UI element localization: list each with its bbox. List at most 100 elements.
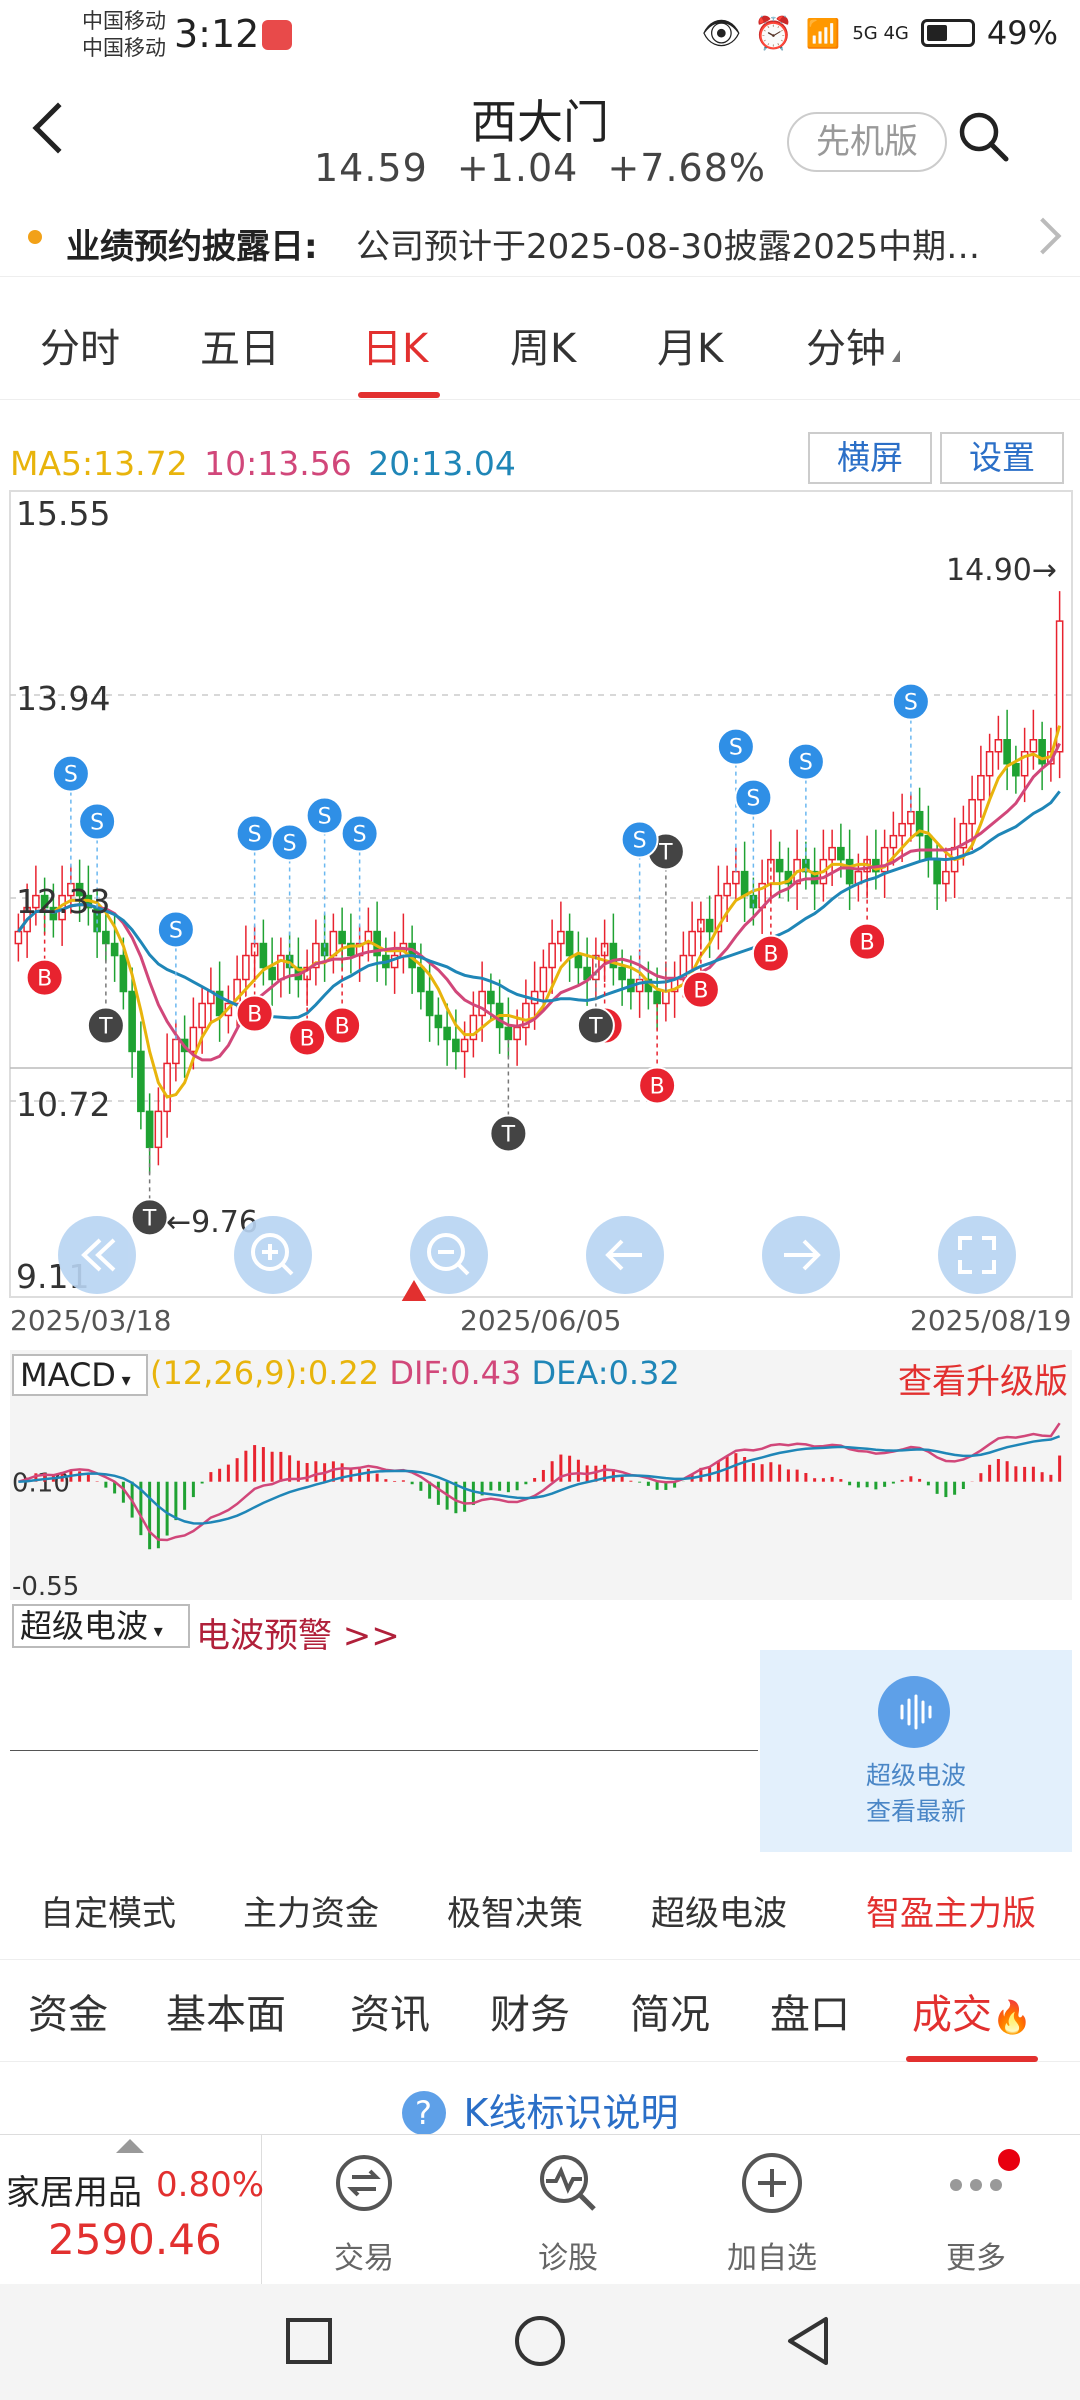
mode-zhiying[interactable]: 智盈主力版 — [866, 1894, 1036, 1934]
signal-s-marker[interactable] — [734, 778, 773, 817]
recents-icon[interactable] — [286, 2318, 332, 2364]
signal-b-marker[interactable] — [25, 958, 64, 997]
tab-trades[interactable]: 成交🔥 — [912, 1982, 1032, 2040]
landscape-button[interactable]: 横屏 — [808, 432, 932, 484]
signal-s-marker[interactable] — [235, 814, 274, 853]
tab-profile[interactable]: 简况 — [630, 1992, 710, 2038]
signal-label: S — [904, 691, 918, 716]
tab-news[interactable]: 资讯 — [350, 1992, 430, 2038]
sector-index[interactable]: 家居用品 0.80% 2590.46 — [0, 2135, 265, 2285]
trade-button[interactable]: 交易 — [262, 2135, 466, 2285]
signal-s-marker[interactable] — [891, 682, 930, 721]
ma20-line — [17, 790, 1061, 1020]
xianji-button[interactable]: 先机版 — [787, 112, 947, 172]
signal-label: T — [501, 1122, 516, 1147]
candle-body — [705, 918, 714, 933]
signal-t-marker[interactable] — [86, 1006, 125, 1045]
signal-s-marker[interactable] — [620, 820, 659, 859]
high-value: 14.90 — [946, 553, 1032, 588]
tab-fenzhong[interactable]: 分钟 — [806, 316, 900, 374]
candles — [14, 591, 1064, 1174]
macd-values: (12,26,9):0.22 DIF:0.43 DEA:0.32 — [150, 1354, 680, 1392]
add-watchlist-button[interactable]: 加自选 — [670, 2135, 874, 2285]
zoom-in-button[interactable] — [234, 1216, 312, 1294]
signal-b-marker[interactable] — [323, 1006, 362, 1045]
divider — [10, 1750, 758, 1751]
macd-indicator-select[interactable]: MACD ▾ — [12, 1354, 148, 1396]
diagnose-button[interactable]: 诊股 — [466, 2135, 670, 2285]
cursor-triangle-icon[interactable] — [400, 1280, 428, 1304]
tab-zhouk[interactable]: 周K — [510, 326, 577, 372]
kline-chart[interactable]: SSSSSSSBBBBBBBBBTTTTTSSSSS 15.55 13.94 1… — [0, 488, 1080, 1338]
signal-b-marker[interactable] — [681, 970, 720, 1009]
zoom-out-button[interactable] — [410, 1216, 488, 1294]
signal-label: S — [799, 751, 813, 776]
signal-s-marker[interactable] — [340, 814, 379, 853]
mode-main-funds[interactable]: 主力资金 — [243, 1894, 379, 1934]
signal-b-marker[interactable] — [288, 1018, 327, 1057]
mode-super-wave[interactable]: 超级电波 — [651, 1894, 787, 1934]
fire-icon: 🔥 — [992, 1998, 1032, 2036]
candle-body — [215, 990, 224, 1017]
back-nav-icon[interactable] — [788, 2317, 828, 2365]
candle-body — [443, 1026, 451, 1041]
kline-legend-link[interactable]: ? K线标识说明 — [0, 2082, 1080, 2137]
tab-yuek[interactable]: 月K — [657, 326, 724, 372]
signal-s-marker[interactable] — [270, 823, 309, 862]
tab-wuri[interactable]: 五日 — [200, 326, 280, 372]
signal-t-marker[interactable] — [130, 1198, 169, 1237]
move-right-button[interactable] — [762, 1216, 840, 1294]
settings-button[interactable]: 设置 — [940, 432, 1064, 484]
signal-label: S — [746, 787, 760, 812]
candle-body — [478, 990, 486, 1017]
candle-body — [723, 882, 731, 897]
rewind-button[interactable] — [58, 1216, 136, 1294]
clock: 3:12 — [174, 12, 260, 56]
signal-b-marker[interactable] — [751, 934, 790, 973]
macd-select-label: MACD — [20, 1356, 116, 1394]
dropdown-icon: ▾ — [148, 1621, 163, 1642]
mode-decision[interactable]: 极智决策 — [447, 1894, 583, 1934]
trade-label: 交易 — [334, 2241, 394, 2276]
wave-indicator-select[interactable]: 超级电波 ▾ — [12, 1604, 190, 1648]
super-wave-card[interactable]: 超级电波 查看最新 — [760, 1650, 1072, 1852]
candle-body — [574, 954, 583, 969]
signal-t-marker[interactable] — [576, 1006, 615, 1045]
signal-s-marker[interactable] — [78, 802, 117, 841]
signal-b-marker[interactable] — [235, 994, 274, 1033]
signal-label: T — [98, 1015, 113, 1040]
signal-t-marker[interactable] — [489, 1114, 528, 1153]
tab-finance[interactable]: 财务 — [490, 1992, 570, 2038]
tab-funds[interactable]: 资金 — [28, 1992, 108, 2038]
sector-change: 0.80% — [156, 2165, 265, 2205]
signal-s-marker[interactable] — [716, 727, 755, 766]
signal-label: B — [247, 1003, 262, 1028]
mode-custom[interactable]: 自定模式 — [40, 1894, 176, 1934]
wave-warning-link[interactable]: 电波预警 >> — [196, 1616, 400, 1656]
macd-dif-line — [18, 1422, 1061, 1542]
tab-fenzhong-label: 分钟 — [806, 326, 886, 372]
signal-label: B — [860, 931, 875, 956]
move-left-button[interactable] — [586, 1216, 664, 1294]
tab-fundamentals[interactable]: 基本面 — [166, 1992, 286, 2038]
tab-rik[interactable]: 日K — [362, 326, 429, 372]
signal-s-marker[interactable] — [51, 754, 90, 793]
fullscreen-button[interactable] — [938, 1216, 1016, 1294]
search-icon[interactable] — [955, 108, 1011, 164]
kline-period-tabs: 分时 五日 日K 周K 月K 分钟 — [0, 280, 1080, 400]
signal-label: S — [729, 736, 743, 761]
signal-s-marker[interactable] — [305, 796, 344, 835]
earnings-notice[interactable]: 业绩预约披露日: 公司预计于2025-08-30披露2025中期… — [0, 205, 1080, 277]
tab-orderbook[interactable]: 盘口 — [770, 1992, 850, 2038]
signal-b-marker[interactable] — [638, 1066, 677, 1105]
signal-b-marker[interactable] — [848, 922, 887, 961]
macd-params: (12,26,9):0.22 — [150, 1354, 380, 1392]
signal-s-marker[interactable] — [156, 910, 195, 949]
zoom-in-icon — [251, 1233, 294, 1276]
info-tabs: 资金 基本面 资讯 财务 简况 盘口 成交🔥 — [0, 1960, 1080, 2062]
signal-s-marker[interactable] — [786, 742, 825, 781]
tab-fenshi[interactable]: 分时 — [40, 326, 120, 372]
home-icon[interactable] — [515, 2316, 565, 2366]
more-button[interactable]: 更多 — [874, 2135, 1078, 2285]
macd-upgrade-link[interactable]: 查看升级版 — [898, 1362, 1068, 1402]
